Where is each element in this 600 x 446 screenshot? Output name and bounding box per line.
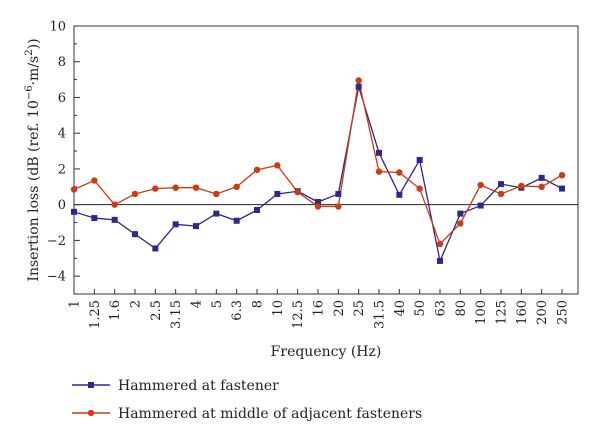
data-point-circle xyxy=(558,171,566,179)
data-point-circle xyxy=(111,201,118,208)
x-tick-label: 5 xyxy=(210,300,225,308)
x-tick-label: 1.6 xyxy=(108,300,123,321)
x-tick-label: 8 xyxy=(251,300,266,308)
data-point-square xyxy=(335,190,342,197)
data-point-circle xyxy=(91,177,98,184)
data-point-circle xyxy=(538,183,545,190)
data-point-circle xyxy=(233,183,240,190)
data-point-square xyxy=(355,83,362,90)
x-tick-label: 25 xyxy=(352,300,367,317)
data-point-circle xyxy=(70,186,78,193)
data-point-circle xyxy=(213,190,220,198)
x-tick-label: 2.5 xyxy=(149,300,164,321)
data-point-square xyxy=(172,221,179,228)
x-tick-label: 100 xyxy=(474,300,489,325)
legend-label-middle: Hammered at middle of adjacent fasteners xyxy=(118,406,422,422)
x-tick-label: 80 xyxy=(454,300,469,317)
data-point-circle xyxy=(253,166,261,174)
y-tick-label: 6 xyxy=(58,91,66,106)
x-tick-label: 1 xyxy=(68,300,83,308)
data-point-circle xyxy=(274,162,281,169)
y-tick-label: −4 xyxy=(47,270,66,285)
x-tick-label: 16 xyxy=(312,300,327,317)
legend-item-fastener: Hammered at fastener xyxy=(72,378,279,394)
data-point-circle xyxy=(131,190,139,198)
series-lines xyxy=(73,80,563,264)
data-point-circle xyxy=(335,203,342,210)
data-point-circle xyxy=(457,220,464,227)
x-tick-label: 10 xyxy=(271,300,286,317)
x-tick-label: 1.25 xyxy=(88,300,103,329)
data-point-square xyxy=(132,231,138,238)
legend: Hammered at fastener Hammered at middle … xyxy=(72,378,422,422)
x-tick-label: 40 xyxy=(393,300,408,317)
series-line-1 xyxy=(73,80,563,246)
data-point-square xyxy=(457,210,464,217)
data-point-square xyxy=(477,202,484,209)
x-tick-label: 63 xyxy=(434,300,449,317)
legend-item-middle: Hammered at middle of adjacent fasteners xyxy=(72,406,422,422)
x-axis-title: Frequency (Hz) xyxy=(271,344,382,360)
y-axis-exponent-2: 2 xyxy=(24,49,35,55)
y-tick-label: 8 xyxy=(58,55,66,70)
x-tick-label: 20 xyxy=(332,300,347,317)
data-point-circle xyxy=(375,168,383,175)
data-point-circle xyxy=(294,188,301,196)
x-tick-label: 2 xyxy=(129,300,144,308)
data-point-circle xyxy=(396,169,403,176)
legend-label-fastener: Hammered at fastener xyxy=(118,378,279,394)
data-point-circle xyxy=(355,77,362,84)
data-point-square xyxy=(152,245,159,252)
data-point-square xyxy=(315,198,321,205)
x-tick-label: 250 xyxy=(556,300,571,325)
data-point-square xyxy=(437,257,443,264)
series-line-0 xyxy=(73,86,563,264)
data-point-circle xyxy=(152,185,159,192)
data-point-square xyxy=(111,216,118,223)
data-point-square xyxy=(416,157,423,163)
y-axis-exponent-1: −6 xyxy=(24,85,35,100)
x-tick-label: 50 xyxy=(413,300,428,317)
y-tick-label: −2 xyxy=(47,234,66,249)
data-point-circle xyxy=(172,184,179,191)
data-point-square xyxy=(91,215,98,222)
data-point-square xyxy=(559,185,565,192)
x-tick-label: 125 xyxy=(495,300,510,325)
x-tick-label: 160 xyxy=(515,300,530,325)
x-tick-label: 3.15 xyxy=(169,300,184,329)
y-tick-label: 4 xyxy=(58,127,66,142)
data-point-square xyxy=(213,210,220,217)
data-point-square xyxy=(193,223,199,230)
x-tick-label: 6.3 xyxy=(230,300,245,321)
x-tick-label: 200 xyxy=(535,300,550,325)
y-tick-label: 2 xyxy=(58,162,66,177)
data-point-square xyxy=(274,190,281,197)
data-point-square xyxy=(498,181,504,188)
data-point-circle xyxy=(436,240,444,248)
x-tick-label: 12.5 xyxy=(291,300,306,329)
data-point-square xyxy=(71,208,77,215)
data-point-circle xyxy=(477,181,484,189)
y-tick-label: 0 xyxy=(58,198,66,213)
x-tick-label: 31.5 xyxy=(373,300,388,329)
data-point-circle xyxy=(497,190,505,198)
legend-marker-square xyxy=(88,382,94,388)
legend-marker-circle xyxy=(87,409,95,417)
data-point-circle xyxy=(416,185,423,192)
data-point-square xyxy=(254,207,260,214)
data-point-square xyxy=(538,174,545,181)
data-point-square xyxy=(396,191,403,198)
data-point-circle xyxy=(192,184,200,191)
x-tick-label: 4 xyxy=(190,300,205,308)
data-point-square xyxy=(376,149,382,156)
data-point-square xyxy=(233,217,240,224)
y-tick-label: 10 xyxy=(49,20,66,35)
data-point-circle xyxy=(518,182,525,190)
series-markers xyxy=(70,77,566,264)
y-axis-title: Insertion loss (dB (ref. 10−6·m/s2)) xyxy=(24,38,42,281)
data-point-circle xyxy=(314,203,322,210)
plot-frame xyxy=(73,25,579,295)
